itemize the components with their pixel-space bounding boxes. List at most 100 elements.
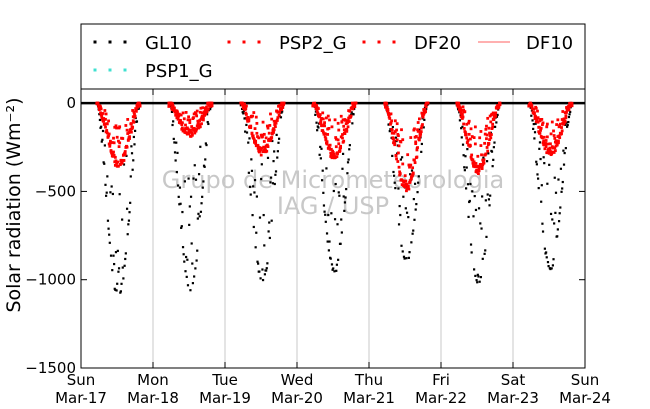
point-psp2-g-d6-16 xyxy=(537,130,541,134)
point-gl10-d0-9 xyxy=(101,138,104,141)
point-gl10-d6-5 xyxy=(530,109,534,112)
point-gl10-d0-38 xyxy=(119,291,122,294)
point-df20-d3-13 xyxy=(319,119,323,123)
point-df20-d4-25 xyxy=(398,172,402,175)
point-df20-d0-70 xyxy=(138,103,142,107)
point-df20-d0-14 xyxy=(104,117,107,121)
point-df20-d1-44 xyxy=(194,129,198,133)
point-psp2-g-d1-54 xyxy=(200,111,204,115)
point-gl10-d3-12 xyxy=(319,145,322,149)
point-gl10-d6-42 xyxy=(553,176,556,179)
legend-label-psp2-g: PSP2_G xyxy=(279,33,347,54)
point-df20-d3-58 xyxy=(347,116,351,120)
point-df20-d6-49 xyxy=(557,125,561,129)
point-psp2-g-d5-23 xyxy=(469,127,473,131)
point-df20-d4-5 xyxy=(386,110,390,113)
point-df20-d4-29 xyxy=(401,138,405,142)
point-df20-d3-50 xyxy=(342,124,346,128)
point-df20-d6-8 xyxy=(532,107,536,111)
point-gl10-d5-23 xyxy=(469,243,473,246)
point-psp2-g-d5-46 xyxy=(483,132,487,136)
point-df20-d6-37 xyxy=(550,152,554,156)
point-gl10-d0-8 xyxy=(100,140,103,143)
point-df20-d3-42 xyxy=(337,128,341,132)
point-df20-d0-58 xyxy=(131,125,135,129)
point-df20-d6-55 xyxy=(561,110,565,113)
point-df20-d4-14 xyxy=(392,137,395,141)
point-df20-d5-60 xyxy=(492,118,496,121)
point-gl10-d2-48 xyxy=(269,181,272,184)
x-tick-label-date-2: Mar-19 xyxy=(199,389,251,407)
point-gl10-d0-19 xyxy=(107,227,110,230)
point-psp2-g-d4-35 xyxy=(405,189,408,193)
point-df20-d0-41 xyxy=(120,159,124,163)
point-df20-d1-38 xyxy=(190,133,194,137)
point-gl10-d4-35 xyxy=(405,257,408,260)
point-gl10-d5-38 xyxy=(479,222,482,225)
point-df20-d1-23 xyxy=(181,111,185,115)
point-df20-d6-19 xyxy=(539,118,542,121)
point-psp2-g-d1-31 xyxy=(186,118,190,122)
point-df20-d4-55 xyxy=(417,137,421,141)
point-gl10-d2-24 xyxy=(254,246,257,249)
point-psp2-g-d4-53 xyxy=(416,128,419,132)
point-gl10-d6-49 xyxy=(557,220,561,223)
point-gl10-d3-22 xyxy=(325,167,328,170)
point-psp2-g-d2-44 xyxy=(266,126,270,130)
point-gl10-d2-39 xyxy=(263,273,267,276)
point-df20-d4-12 xyxy=(390,128,394,132)
point-gl10-d2-54 xyxy=(273,150,276,153)
point-df20-d2-57 xyxy=(274,121,278,125)
point-gl10-d5-43 xyxy=(482,156,485,159)
point-gl10-d2-9 xyxy=(245,123,248,127)
point-psp2-g-d4-61 xyxy=(421,123,424,126)
point-df20-d6-60 xyxy=(564,114,568,118)
point-df20-d2-39 xyxy=(263,146,267,150)
point-df20-d6-14 xyxy=(536,109,539,113)
point-gl10-d0-21 xyxy=(108,241,111,244)
point-gl10-d5-37 xyxy=(478,280,481,283)
point-gl10-d2-7 xyxy=(244,130,247,133)
point-df20-d0-19 xyxy=(107,134,110,138)
point-psp2-g-d1-37 xyxy=(190,131,194,135)
point-psp2-g-d5-35 xyxy=(477,172,480,176)
point-gl10-d5-61 xyxy=(493,141,496,144)
point-df20-d5-18 xyxy=(466,139,470,142)
point-gl10-d3-31 xyxy=(330,263,334,266)
point-psp2-g-d4-15 xyxy=(392,139,396,143)
point-df20-d2-63 xyxy=(278,103,282,107)
point-gl10-d6-13 xyxy=(535,163,538,166)
point-df20-d0-8 xyxy=(100,115,104,119)
point-df20-d3-8 xyxy=(316,112,320,115)
point-df20-d4-16 xyxy=(393,142,397,145)
point-df20-d2-35 xyxy=(261,135,264,139)
point-psp2-g-d4-12 xyxy=(390,131,394,135)
point-gl10-d0-35 xyxy=(117,270,120,273)
point-gl10-d4-40 xyxy=(408,251,411,254)
point-psp2-g-d6-33 xyxy=(547,151,551,155)
point-psp2-g-d4-39 xyxy=(407,187,411,191)
point-df20-d5-28 xyxy=(472,136,476,139)
point-gl10-d1-58 xyxy=(203,165,206,168)
point-df20-d0-60 xyxy=(132,110,136,114)
point-gl10-d4-48 xyxy=(413,218,416,221)
point-gl10-d4-47 xyxy=(412,197,415,201)
point-df20-d5-44 xyxy=(482,161,486,165)
point-psp2-g-d2-56 xyxy=(274,125,277,129)
point-gl10-d2-46 xyxy=(268,221,271,224)
watermark-line-2: IAG / USP xyxy=(277,192,389,220)
point-psp2-g-d4-41 xyxy=(408,179,412,183)
legend-label-df20: DF20 xyxy=(414,33,461,54)
point-gl10-d0-23 xyxy=(109,254,113,257)
point-psp2-g-d6-26 xyxy=(543,147,547,151)
point-psp2-g-d6-47 xyxy=(556,118,560,122)
point-df20-d5-48 xyxy=(485,124,488,128)
point-gl10-d5-54 xyxy=(489,194,492,197)
point-gl10-d5-35 xyxy=(477,275,480,278)
point-gl10-d6-20 xyxy=(540,200,543,203)
point-psp2-g-d2-38 xyxy=(262,140,266,143)
point-gl10-d1-22 xyxy=(181,210,184,214)
point-gl10-d4-63 xyxy=(422,126,425,129)
point-gl10-d1-19 xyxy=(179,202,182,205)
point-df20-d5-25 xyxy=(470,135,474,138)
